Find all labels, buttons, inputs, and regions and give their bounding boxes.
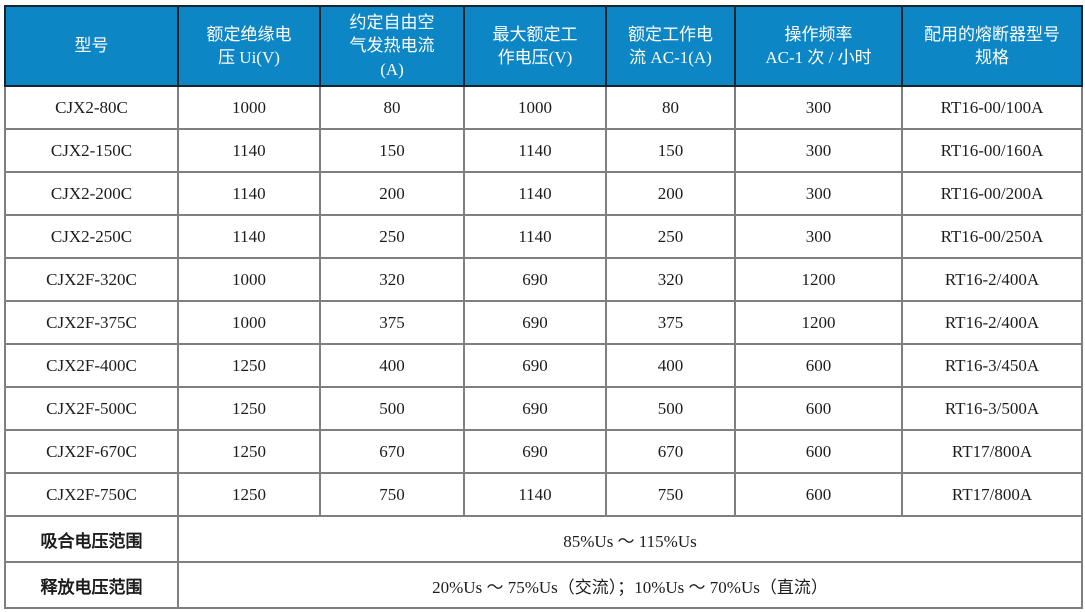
- thermal-current-cell: 150: [319, 128, 465, 173]
- fuse-spec-cell: RT16-3/500A: [901, 386, 1083, 431]
- operating-frequency-cell: 300: [734, 171, 903, 216]
- footer-value: 85%Us ～ 115%Us: [177, 515, 1083, 563]
- model-cell: CJX2F-750C: [4, 472, 179, 517]
- header-row: 型号 额定绝缘电 压 Ui(V) 约定自由空 气发热电流 (A) 最大额定工 作…: [4, 5, 1083, 87]
- fuse-spec-cell: RT17/800A: [901, 472, 1083, 517]
- model-cell: CJX2F-670C: [4, 429, 179, 474]
- operating-frequency-cell: 1200: [734, 300, 903, 345]
- table-row: CJX2F-320C 1000 320 690 320 1200 RT16-2/…: [4, 257, 1083, 302]
- working-current-cell: 150: [605, 128, 736, 173]
- max-working-voltage-cell: 690: [463, 257, 607, 302]
- max-working-voltage-cell: 1140: [463, 171, 607, 216]
- insulation-voltage-cell: 1250: [177, 429, 321, 474]
- fuse-spec-cell: RT16-2/400A: [901, 257, 1083, 302]
- insulation-voltage-cell: 1250: [177, 472, 321, 517]
- working-current-cell: 250: [605, 214, 736, 259]
- operating-frequency-cell: 1200: [734, 257, 903, 302]
- working-current-cell: 375: [605, 300, 736, 345]
- insulation-voltage-cell: 1250: [177, 343, 321, 388]
- column-header-model: 型号: [4, 5, 179, 87]
- thermal-current-cell: 750: [319, 472, 465, 517]
- table-row: CJX2F-375C 1000 375 690 375 1200 RT16-2/…: [4, 300, 1083, 345]
- working-current-cell: 500: [605, 386, 736, 431]
- table-body: CJX2-80C 1000 80 1000 80 300 RT16-00/100…: [4, 85, 1083, 517]
- model-cell: CJX2F-320C: [4, 257, 179, 302]
- fuse-spec-cell: RT17/800A: [901, 429, 1083, 474]
- insulation-voltage-cell: 1140: [177, 128, 321, 173]
- model-cell: CJX2-80C: [4, 85, 179, 130]
- fuse-spec-cell: RT16-00/250A: [901, 214, 1083, 259]
- working-current-cell: 80: [605, 85, 736, 130]
- model-cell: CJX2-150C: [4, 128, 179, 173]
- table-row: CJX2F-400C 1250 400 690 400 600 RT16-3/4…: [4, 343, 1083, 388]
- table-row: CJX2F-500C 1250 500 690 500 600 RT16-3/5…: [4, 386, 1083, 431]
- max-working-voltage-cell: 690: [463, 429, 607, 474]
- insulation-voltage-cell: 1000: [177, 257, 321, 302]
- model-cell: CJX2F-375C: [4, 300, 179, 345]
- column-header-working-current: 额定工作电 流 AC-1(A): [605, 5, 736, 87]
- table-footer: 吸合电压范围 85%Us ～ 115%Us 释放电压范围 20%Us ～ 75%…: [4, 515, 1083, 609]
- table-row: CJX2F-670C 1250 670 690 670 600 RT17/800…: [4, 429, 1083, 474]
- thermal-current-cell: 80: [319, 85, 465, 130]
- table-row: CJX2-200C 1140 200 1140 200 300 RT16-00/…: [4, 171, 1083, 216]
- column-header-insulation-voltage: 额定绝缘电 压 Ui(V): [177, 5, 321, 87]
- column-header-fuse-spec: 配用的熔断器型号 规格: [901, 5, 1083, 87]
- thermal-current-cell: 320: [319, 257, 465, 302]
- column-header-thermal-current: 约定自由空 气发热电流 (A): [319, 5, 465, 87]
- operating-frequency-cell: 600: [734, 472, 903, 517]
- fuse-spec-cell: RT16-00/160A: [901, 128, 1083, 173]
- max-working-voltage-cell: 1140: [463, 128, 607, 173]
- working-current-cell: 670: [605, 429, 736, 474]
- operating-frequency-cell: 300: [734, 214, 903, 259]
- insulation-voltage-cell: 1000: [177, 85, 321, 130]
- max-working-voltage-cell: 690: [463, 343, 607, 388]
- operating-frequency-cell: 600: [734, 386, 903, 431]
- table-row: CJX2-150C 1140 150 1140 150 300 RT16-00/…: [4, 128, 1083, 173]
- operating-frequency-cell: 600: [734, 343, 903, 388]
- operating-frequency-cell: 600: [734, 429, 903, 474]
- column-header-operating-frequency: 操作频率 AC-1 次 / 小时: [734, 5, 903, 87]
- column-header-max-working-voltage: 最大额定工 作电压(V): [463, 5, 607, 87]
- model-cell: CJX2-250C: [4, 214, 179, 259]
- table-row: CJX2-80C 1000 80 1000 80 300 RT16-00/100…: [4, 85, 1083, 130]
- working-current-cell: 200: [605, 171, 736, 216]
- insulation-voltage-cell: 1000: [177, 300, 321, 345]
- operating-frequency-cell: 300: [734, 85, 903, 130]
- max-working-voltage-cell: 690: [463, 386, 607, 431]
- footer-value: 20%Us ～ 75%Us（交流）；10%Us ～ 70%Us（直流）: [177, 561, 1083, 609]
- thermal-current-cell: 500: [319, 386, 465, 431]
- fuse-spec-cell: RT16-3/450A: [901, 343, 1083, 388]
- table-row: CJX2F-750C 1250 750 1140 750 600 RT17/80…: [4, 472, 1083, 517]
- insulation-voltage-cell: 1140: [177, 171, 321, 216]
- working-current-cell: 400: [605, 343, 736, 388]
- footer-label: 吸合电压范围: [4, 515, 179, 563]
- insulation-voltage-cell: 1140: [177, 214, 321, 259]
- insulation-voltage-cell: 1250: [177, 386, 321, 431]
- max-working-voltage-cell: 690: [463, 300, 607, 345]
- spec-table: 型号 额定绝缘电 压 Ui(V) 约定自由空 气发热电流 (A) 最大额定工 作…: [4, 5, 1083, 609]
- release-voltage-row: 释放电压范围 20%Us ～ 75%Us（交流）；10%Us ～ 70%Us（直…: [4, 561, 1083, 609]
- thermal-current-cell: 200: [319, 171, 465, 216]
- working-current-cell: 320: [605, 257, 736, 302]
- fuse-spec-cell: RT16-2/400A: [901, 300, 1083, 345]
- fuse-spec-cell: RT16-00/100A: [901, 85, 1083, 130]
- model-cell: CJX2F-500C: [4, 386, 179, 431]
- model-cell: CJX2F-400C: [4, 343, 179, 388]
- max-working-voltage-cell: 1140: [463, 214, 607, 259]
- thermal-current-cell: 250: [319, 214, 465, 259]
- model-cell: CJX2-200C: [4, 171, 179, 216]
- max-working-voltage-cell: 1000: [463, 85, 607, 130]
- max-working-voltage-cell: 1140: [463, 472, 607, 517]
- thermal-current-cell: 670: [319, 429, 465, 474]
- operating-frequency-cell: 300: [734, 128, 903, 173]
- working-current-cell: 750: [605, 472, 736, 517]
- table-header: 型号 额定绝缘电 压 Ui(V) 约定自由空 气发热电流 (A) 最大额定工 作…: [4, 5, 1083, 87]
- fuse-spec-cell: RT16-00/200A: [901, 171, 1083, 216]
- thermal-current-cell: 400: [319, 343, 465, 388]
- table-row: CJX2-250C 1140 250 1140 250 300 RT16-00/…: [4, 214, 1083, 259]
- footer-label: 释放电压范围: [4, 561, 179, 609]
- thermal-current-cell: 375: [319, 300, 465, 345]
- pickup-voltage-row: 吸合电压范围 85%Us ～ 115%Us: [4, 515, 1083, 563]
